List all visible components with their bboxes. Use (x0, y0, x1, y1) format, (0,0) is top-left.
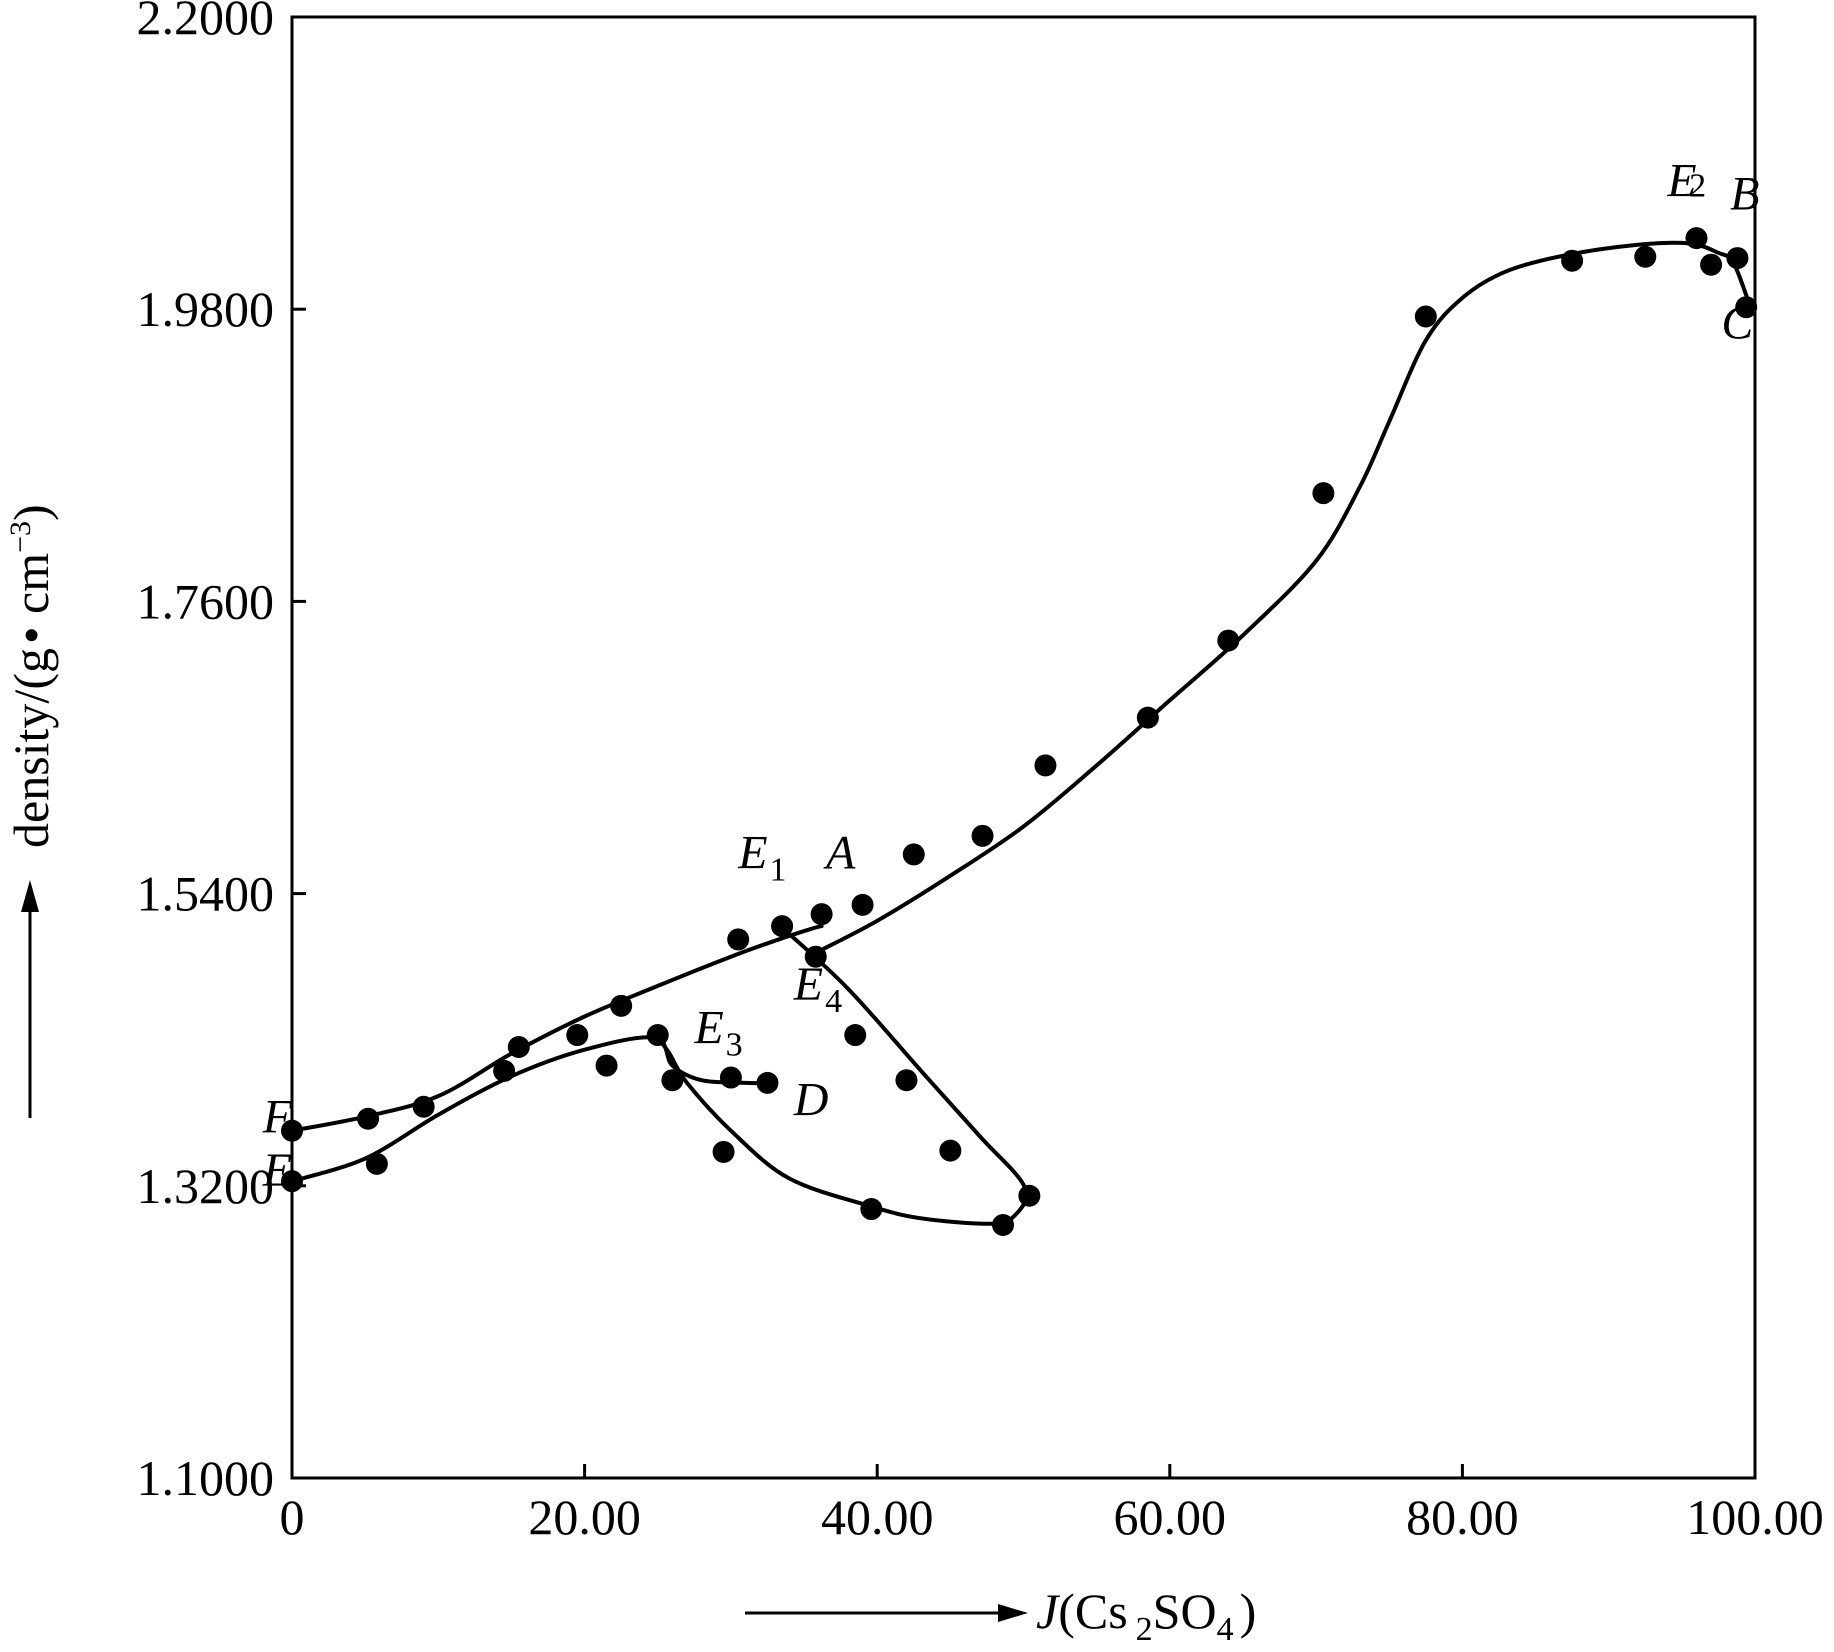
data-point (661, 1069, 684, 1092)
x-tick-label: 80.00 (1406, 1489, 1519, 1545)
data-point (1312, 482, 1335, 505)
fitted-curve (290, 1035, 770, 1184)
data-point (1034, 754, 1057, 777)
x-tick-label: 60.00 (1114, 1489, 1227, 1545)
y-tick-label: 1.1000 (137, 1450, 275, 1506)
data-point (365, 1152, 388, 1175)
y-axis-label-group: density/(g • cm−3) (3, 504, 59, 1118)
x-axis-label-group: J(Cs 2SO4) (745, 1583, 1256, 1648)
x-axis-label-sub1: 2 (1136, 1611, 1153, 1648)
data-point (844, 1024, 867, 1047)
point-label: E3 (693, 1002, 742, 1064)
point-label: D (793, 1073, 829, 1126)
x-axis-arrow-head (998, 1604, 1028, 1622)
data-point (1634, 245, 1657, 268)
x-axis-label: J(Cs 2SO4) (1036, 1583, 1256, 1648)
point-label: A (823, 826, 856, 879)
data-point (810, 903, 833, 926)
data-point (1217, 629, 1240, 652)
data-point (507, 1036, 530, 1059)
data-point (1735, 296, 1758, 319)
points-layer (281, 227, 1758, 1236)
x-tick-label: 100.00 (1686, 1489, 1824, 1545)
data-point (595, 1054, 618, 1077)
x-axis-label-var: J (1036, 1583, 1061, 1639)
data-point (1561, 249, 1584, 272)
y-axis-label-close: ) (3, 504, 59, 521)
x-axis-label-sub2: 4 (1217, 1611, 1234, 1648)
y-tick-label: 1.5400 (137, 866, 275, 922)
x-tick-label: 40.00 (821, 1489, 934, 1545)
data-point (804, 945, 827, 968)
data-point (1700, 253, 1723, 276)
data-point (1136, 706, 1159, 729)
x-tick-label: 20.00 (528, 1489, 641, 1545)
data-point (992, 1213, 1015, 1236)
x-axis-label-open: (Cs (1058, 1583, 1127, 1639)
data-point (727, 928, 750, 951)
data-point (1414, 305, 1437, 328)
data-point (771, 915, 794, 938)
data-point (719, 1066, 742, 1089)
data-point (610, 994, 633, 1017)
y-axis-label-main: density/(g (3, 648, 59, 848)
point-label: F (262, 1091, 293, 1144)
data-point (646, 1024, 669, 1047)
point-label: E1 (737, 826, 786, 888)
ticks-layer: 0 20.00 40.00 60.00 80.00 100.00 1.1000 1.3200 1… (137, 0, 1824, 1545)
plot-frame (290, 15, 1757, 1480)
data-point (971, 824, 994, 847)
data-point (712, 1140, 735, 1163)
data-point (851, 893, 874, 916)
point-label: E (1666, 154, 1696, 207)
y-tick-label: 1.3200 (137, 1158, 275, 1214)
data-point (1018, 1184, 1041, 1207)
data-point (412, 1095, 435, 1118)
point-label: E (262, 1144, 292, 1197)
x-axis-label-mid: SO (1153, 1583, 1217, 1639)
y-tick-label: 1.7600 (137, 573, 275, 629)
data-point (902, 843, 925, 866)
y-axis-label: density/(g • cm−3) (3, 504, 59, 848)
data-point (860, 1198, 883, 1221)
fitted-curve (813, 240, 1750, 955)
y-axis-label-sup: −3 (4, 521, 37, 553)
point-label: E4 (793, 958, 842, 1020)
data-point (756, 1071, 779, 1094)
data-point (357, 1107, 380, 1130)
y-tick-label: 2.2000 (137, 0, 275, 45)
data-point (895, 1069, 918, 1092)
y-tick-label: 1.9800 (137, 281, 275, 337)
y-axis-label-dot: • (3, 627, 59, 645)
data-point (1685, 227, 1708, 250)
curves-layer (290, 240, 1750, 1226)
y-axis-label-unit: cm (3, 553, 59, 627)
x-tick-label: 0 (280, 1489, 305, 1545)
data-point (566, 1024, 589, 1047)
fitted-curve (290, 924, 824, 1133)
fitted-curve (655, 925, 1029, 1226)
point-label: B (1730, 168, 1759, 221)
data-point (939, 1139, 962, 1162)
y-axis-arrow-head (21, 880, 39, 912)
data-point (493, 1059, 516, 1082)
data-point (1726, 247, 1749, 270)
point-label: C (1721, 296, 1754, 349)
x-axis-label-close: ) (1240, 1583, 1257, 1639)
point-label: 2 (1689, 167, 1706, 204)
